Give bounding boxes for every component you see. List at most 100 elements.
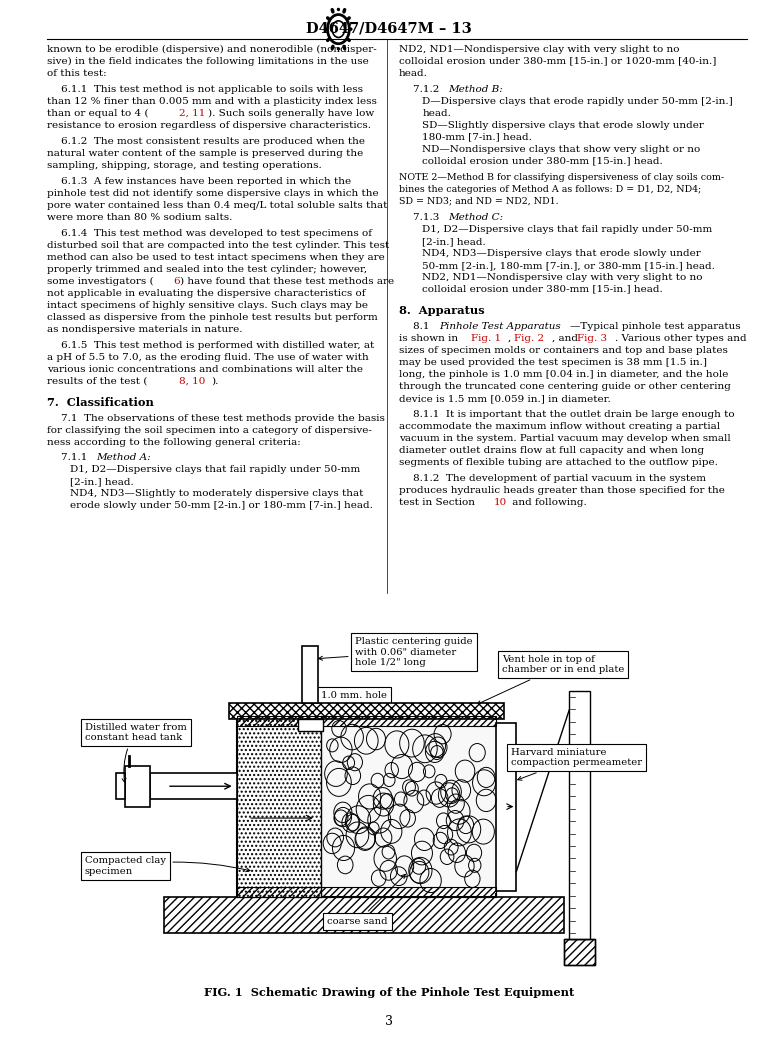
Text: erode slowly under 50-mm [2-in.] or 180-mm [7-in.] head.: erode slowly under 50-mm [2-in.] or 180-…: [70, 501, 373, 510]
Text: diameter outlet drains flow at full capacity and when long: diameter outlet drains flow at full capa…: [399, 446, 704, 455]
Text: as nondispersive materials in nature.: as nondispersive materials in nature.: [47, 325, 242, 334]
Text: Distilled water from
constant head tank: Distilled water from constant head tank: [85, 722, 187, 783]
Bar: [150, 773, 237, 799]
Text: ,: ,: [508, 334, 514, 344]
Text: 8.  Apparatus: 8. Apparatus: [399, 305, 485, 316]
Text: ND4, ND3—Slightly to moderately dispersive clays that: ND4, ND3—Slightly to moderately dispersi…: [70, 489, 363, 499]
Text: 8.1.2  The development of partial vacuum in the system: 8.1.2 The development of partial vacuum …: [413, 474, 706, 483]
Text: ). Such soils generally have low: ). Such soils generally have low: [208, 108, 374, 118]
Bar: [237, 716, 321, 897]
Bar: [237, 887, 496, 897]
Text: 180-mm [7-in.] head.: 180-mm [7-in.] head.: [422, 132, 532, 142]
Text: 7.  Classification: 7. Classification: [47, 397, 153, 408]
Text: ) have found that these test methods are: ) have found that these test methods are: [180, 277, 394, 286]
Text: ND2, ND1—Nondispersive clay with very slight to no: ND2, ND1—Nondispersive clay with very sl…: [399, 45, 680, 54]
Text: Method B:: Method B:: [448, 84, 503, 94]
Text: , and: , and: [552, 334, 581, 344]
Bar: [569, 690, 590, 939]
Text: 6.1.1  This test method is not applicable to soils with less: 6.1.1 This test method is not applicable…: [61, 84, 363, 94]
Text: than or equal to 4 (: than or equal to 4 (: [47, 108, 148, 118]
Bar: [229, 704, 504, 718]
Text: ND2, ND1—Nondispersive clay with very slight to no: ND2, ND1—Nondispersive clay with very sl…: [422, 273, 703, 282]
Text: Compacted clay
specimen: Compacted clay specimen: [85, 857, 250, 875]
Text: sampling, shipping, storage, and testing operations.: sampling, shipping, storage, and testing…: [47, 160, 321, 170]
Text: than 12 % finer than 0.005 mm and with a plasticity index less: than 12 % finer than 0.005 mm and with a…: [47, 97, 377, 106]
Text: SD—Slightly dispersive clays that erode slowly under: SD—Slightly dispersive clays that erode …: [422, 121, 704, 130]
Text: resistance to erosion regardless of dispersive characteristics.: resistance to erosion regardless of disp…: [47, 121, 370, 130]
Text: sizes of specimen molds or containers and top and base plates: sizes of specimen molds or containers an…: [399, 346, 728, 355]
Bar: [125, 766, 150, 807]
Text: 10: 10: [494, 498, 507, 507]
Text: of this test:: of this test:: [47, 69, 107, 78]
Text: segments of flexible tubing are attached to the outflow pipe.: segments of flexible tubing are attached…: [399, 458, 718, 467]
Text: Vent hole in top of
chamber or in end plate: Vent hole in top of chamber or in end pl…: [477, 655, 624, 705]
Text: a pH of 5.5 to 7.0, as the eroding fluid. The use of water with: a pH of 5.5 to 7.0, as the eroding fluid…: [47, 353, 369, 362]
Text: Method C:: Method C:: [448, 212, 503, 222]
Text: Fig. 2: Fig. 2: [514, 334, 545, 344]
Bar: [237, 716, 496, 897]
Text: for classifying the soil specimen into a category of dispersive-: for classifying the soil specimen into a…: [47, 426, 372, 435]
Bar: [237, 716, 496, 727]
Text: long, the pinhole is 1.0 mm [0.04 in.] in diameter, and the hole: long, the pinhole is 1.0 mm [0.04 in.] i…: [399, 370, 728, 379]
Text: D4647/D4647M – 13: D4647/D4647M – 13: [306, 22, 472, 35]
Text: 6.1.4  This test method was developed to test specimens of: 6.1.4 This test method was developed to …: [61, 229, 372, 238]
Bar: [229, 704, 504, 718]
Text: may be used provided the test specimen is 38 mm [1.5 in.]: may be used provided the test specimen i…: [399, 358, 707, 367]
Text: 2, 11: 2, 11: [179, 108, 205, 118]
Text: colloidal erosion under 380-mm [15-in.] head.: colloidal erosion under 380-mm [15-in.] …: [422, 284, 663, 294]
Text: Fig. 3: Fig. 3: [577, 334, 608, 344]
Text: pore water contained less than 0.4 meq/L total soluble salts that: pore water contained less than 0.4 meq/L…: [47, 201, 387, 210]
Bar: [298, 718, 323, 732]
Text: some investigators (: some investigators (: [47, 277, 153, 286]
Text: D1, D2—Dispersive clays that fail rapidly under 50-mm: D1, D2—Dispersive clays that fail rapidl…: [70, 465, 360, 475]
Text: . Various other types and: . Various other types and: [615, 334, 746, 344]
Bar: [563, 939, 595, 965]
Text: ND—Nondispersive clays that show very slight or no: ND—Nondispersive clays that show very sl…: [422, 145, 701, 154]
Bar: [163, 897, 563, 933]
Text: 50-mm [2-in.], 180-mm [7-in.], or 380-mm [15-in.] head.: 50-mm [2-in.], 180-mm [7-in.], or 380-mm…: [422, 260, 715, 270]
Text: were more than 80 % sodium salts.: were more than 80 % sodium salts.: [47, 212, 232, 222]
Text: 3: 3: [385, 1015, 393, 1027]
Bar: [117, 773, 125, 799]
Text: Fig. 1: Fig. 1: [471, 334, 502, 344]
Text: 8, 10: 8, 10: [179, 377, 205, 386]
Text: 8.1.1  It is important that the outlet drain be large enough to: 8.1.1 It is important that the outlet dr…: [413, 410, 734, 420]
Text: SD = ND3; and ND = ND2, ND1.: SD = ND3; and ND = ND2, ND1.: [399, 197, 559, 206]
Text: ND4, ND3—Dispersive clays that erode slowly under: ND4, ND3—Dispersive clays that erode slo…: [422, 249, 701, 258]
Text: NOTE 2—Method B for classifying dispersiveness of clay soils com-: NOTE 2—Method B for classifying dispersi…: [399, 173, 724, 182]
Bar: [302, 646, 318, 704]
Text: ).: ).: [211, 377, 218, 386]
Text: method can also be used to test intact specimens when they are: method can also be used to test intact s…: [47, 253, 384, 262]
Text: 8.1: 8.1: [413, 322, 436, 331]
Text: is shown in: is shown in: [399, 334, 461, 344]
Text: coarse sand: coarse sand: [327, 874, 405, 926]
Text: bines the categories of Method A as follows: D = D1, D2, ND4;: bines the categories of Method A as foll…: [399, 184, 701, 194]
Text: properly trimmed and sealed into the test cylinder; however,: properly trimmed and sealed into the tes…: [47, 264, 366, 274]
Text: produces hydraulic heads greater than those specified for the: produces hydraulic heads greater than th…: [399, 486, 725, 496]
Text: through the truncated cone centering guide or other centering: through the truncated cone centering gui…: [399, 382, 731, 391]
Text: colloidal erosion under 380-mm [15-in.] or 1020-mm [40-in.]: colloidal erosion under 380-mm [15-in.] …: [399, 57, 717, 66]
Text: pinhole test did not identify some dispersive clays in which the: pinhole test did not identify some dispe…: [47, 188, 378, 198]
Text: Harvard miniature
compaction permeameter: Harvard miniature compaction permeameter: [510, 748, 642, 780]
Text: [2-in.] head.: [2-in.] head.: [422, 236, 486, 246]
Text: head.: head.: [399, 69, 428, 78]
Text: test in Section: test in Section: [399, 498, 478, 507]
Bar: [163, 897, 563, 933]
Text: classed as dispersive from the pinhole test results but perform: classed as dispersive from the pinhole t…: [47, 312, 377, 322]
Text: sive) in the field indicates the following limitations in the use: sive) in the field indicates the followi…: [47, 57, 369, 66]
Text: 6.1.3  A few instances have been reported in which the: 6.1.3 A few instances have been reported…: [61, 177, 351, 186]
Text: accommodate the maximum inflow without creating a partial: accommodate the maximum inflow without c…: [399, 422, 720, 431]
Text: disturbed soil that are compacted into the test cylinder. This test: disturbed soil that are compacted into t…: [47, 240, 389, 250]
Text: Pinhole Test Apparatus: Pinhole Test Apparatus: [440, 322, 561, 331]
Text: intact specimens of highly sensitive clays. Such clays may be: intact specimens of highly sensitive cla…: [47, 301, 368, 310]
Text: device is 1.5 mm [0.059 in.] in diameter.: device is 1.5 mm [0.059 in.] in diameter…: [399, 393, 611, 403]
Text: Method A:: Method A:: [96, 453, 150, 462]
Text: natural water content of the sample is preserved during the: natural water content of the sample is p…: [47, 149, 363, 158]
Text: 1.0 mm. hole: 1.0 mm. hole: [309, 690, 387, 719]
Bar: [496, 722, 517, 891]
Bar: [563, 939, 595, 965]
Text: 6: 6: [173, 277, 180, 286]
Text: 7.1.1: 7.1.1: [61, 453, 93, 462]
Text: 6.1.5  This test method is performed with distilled water, at: 6.1.5 This test method is performed with…: [61, 340, 374, 350]
Text: FIG. 1  Schematic Drawing of the Pinhole Test Equipment: FIG. 1 Schematic Drawing of the Pinhole …: [204, 987, 574, 998]
